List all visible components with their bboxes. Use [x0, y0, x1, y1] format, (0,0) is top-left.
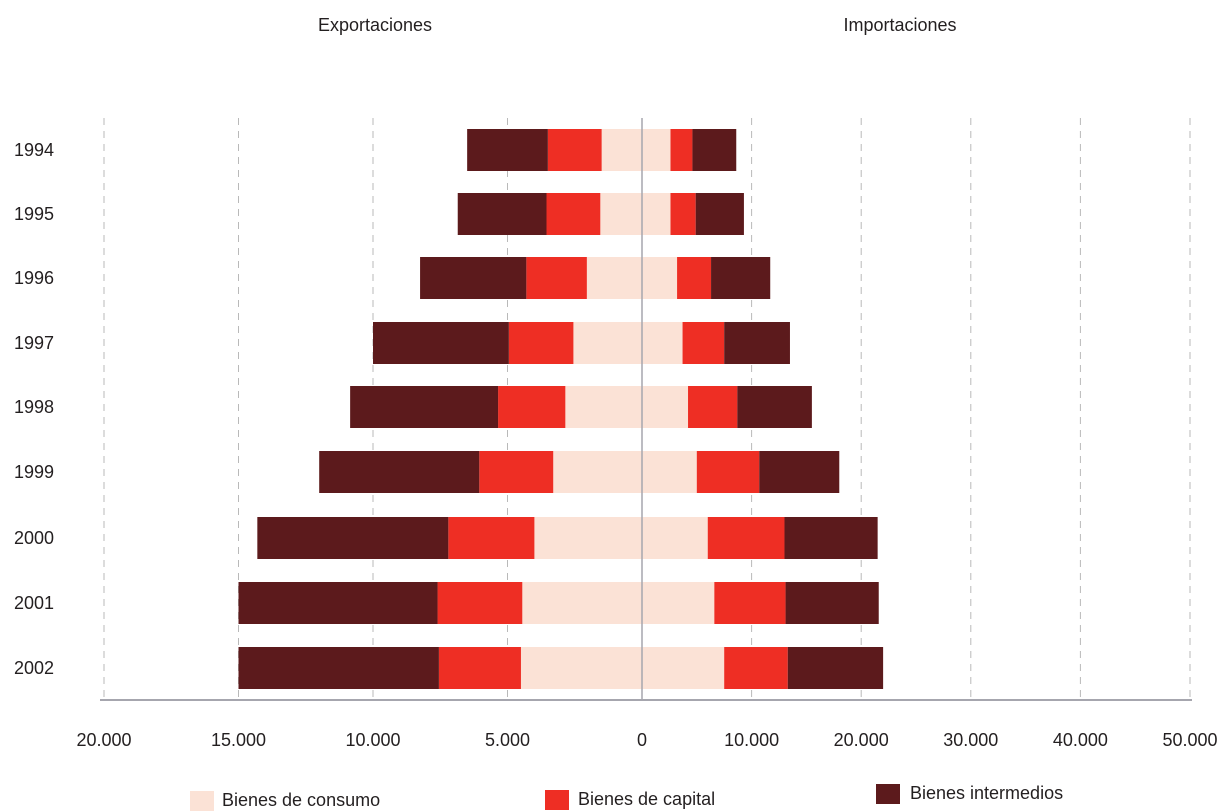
bar-import-bienes-de-consumo-1995 [642, 193, 671, 235]
bar-export-bienes-intermedios-2000 [257, 517, 449, 559]
bar-export-bienes-de-capital-1997 [508, 322, 574, 364]
x-tick-center: 0 [637, 730, 647, 750]
bar-import-bienes-de-capital-2002 [724, 647, 788, 689]
exports-header: Exportaciones [318, 15, 432, 35]
bar-import-bienes-intermedios-1999 [759, 451, 840, 493]
bar-import-bienes-de-consumo-1994 [642, 129, 671, 171]
bar-export-bienes-de-capital-1995 [546, 193, 601, 235]
bar-import-bienes-de-capital-1997 [682, 322, 725, 364]
bar-import-bienes-de-capital-1994 [670, 129, 693, 171]
bar-import-bienes-de-consumo-1999 [642, 451, 697, 493]
bar-export-bienes-de-consumo-1998 [565, 386, 642, 428]
bar-import-bienes-de-consumo-1997 [642, 322, 683, 364]
legend-label-bienes-de-capital: Bienes de capital [578, 789, 715, 809]
year-label: 1999 [14, 462, 54, 482]
year-label: 1995 [14, 204, 54, 224]
x-tick-left: 5.000 [485, 730, 530, 750]
bar-export-bienes-intermedios-2002 [238, 647, 439, 689]
legend-swatch-bienes-intermedios [876, 784, 900, 804]
x-tick-left: 15.000 [211, 730, 266, 750]
bar-export-bienes-de-consumo-2001 [522, 582, 642, 624]
bar-export-bienes-de-capital-2000 [448, 517, 535, 559]
legend-label-bienes-de-consumo: Bienes de consumo [222, 790, 380, 810]
bar-import-bienes-intermedios-1998 [737, 386, 812, 428]
bar-export-bienes-intermedios-1997 [373, 322, 509, 364]
bar-export-bienes-de-consumo-1997 [573, 322, 642, 364]
x-tick-left: 20.000 [76, 730, 131, 750]
bar-import-bienes-de-capital-1996 [677, 257, 712, 299]
bar-import-bienes-de-capital-1999 [696, 451, 760, 493]
bar-import-bienes-intermedios-1996 [711, 257, 771, 299]
bar-import-bienes-de-consumo-2000 [642, 517, 708, 559]
bar-export-bienes-de-consumo-2000 [534, 517, 642, 559]
bar-import-bienes-intermedios-2000 [784, 517, 878, 559]
x-tick-left: 10.000 [345, 730, 400, 750]
x-tick-right: 30.000 [943, 730, 998, 750]
bar-export-bienes-de-capital-2001 [437, 582, 523, 624]
year-label: 2001 [14, 593, 54, 613]
bar-export-bienes-de-consumo-1995 [600, 193, 642, 235]
bar-import-bienes-intermedios-2001 [785, 582, 879, 624]
bar-export-bienes-de-capital-1998 [498, 386, 566, 428]
year-label: 2002 [14, 658, 54, 678]
bar-export-bienes-intermedios-1994 [467, 129, 548, 171]
bar-import-bienes-de-capital-1995 [670, 193, 696, 235]
x-tick-right: 50.000 [1162, 730, 1217, 750]
bar-export-bienes-de-consumo-1994 [601, 129, 642, 171]
imports-header: Importaciones [843, 15, 956, 35]
bar-export-bienes-de-capital-1996 [526, 257, 587, 299]
x-tick-right: 40.000 [1053, 730, 1108, 750]
bar-export-bienes-de-capital-1994 [547, 129, 602, 171]
bar-export-bienes-intermedios-1996 [420, 257, 527, 299]
bar-export-bienes-de-capital-1999 [479, 451, 554, 493]
bar-import-bienes-de-consumo-2002 [642, 647, 725, 689]
bar-export-bienes-de-consumo-2002 [520, 647, 642, 689]
bar-export-bienes-de-consumo-1996 [586, 257, 642, 299]
bar-import-bienes-intermedios-1997 [724, 322, 790, 364]
legend: Bienes de consumo Bienes de capital Bienes… [190, 783, 1063, 811]
labels: 20.000 15.000 10.000 5.000 10.000 20.000 30.00… [14, 140, 1218, 750]
bar-import-bienes-de-capital-2000 [707, 517, 785, 559]
bar-import-bienes-de-capital-1998 [688, 386, 738, 428]
x-tick-right: 20.000 [834, 730, 889, 750]
year-label: 1994 [14, 140, 54, 160]
year-label: 1998 [14, 397, 54, 417]
bar-export-bienes-intermedios-1998 [350, 386, 499, 428]
axes [100, 118, 1192, 701]
legend-swatch-bienes-de-capital [545, 790, 569, 810]
bar-import-bienes-de-consumo-1998 [642, 386, 689, 428]
bar-import-bienes-intermedios-1994 [692, 129, 737, 171]
bar-export-bienes-intermedios-1999 [319, 451, 480, 493]
bar-import-bienes-intermedios-2002 [787, 647, 884, 689]
bar-export-bienes-de-consumo-1999 [553, 451, 642, 493]
legend-label-bienes-intermedios: Bienes intermedios [910, 783, 1063, 803]
bar-export-bienes-de-capital-2002 [438, 647, 521, 689]
bar-import-bienes-de-consumo-1996 [642, 257, 678, 299]
year-label: 1997 [14, 333, 54, 353]
legend-swatch-bienes-de-consumo [190, 791, 214, 811]
x-tick-right: 10.000 [724, 730, 779, 750]
year-label: 1996 [14, 268, 54, 288]
bar-import-bienes-de-capital-2001 [714, 582, 786, 624]
year-label: 2000 [14, 528, 54, 548]
bars [238, 129, 884, 689]
bar-export-bienes-intermedios-2001 [238, 582, 438, 624]
bar-import-bienes-de-consumo-2001 [642, 582, 715, 624]
bar-import-bienes-intermedios-1995 [695, 193, 744, 235]
bar-export-bienes-intermedios-1995 [457, 193, 547, 235]
